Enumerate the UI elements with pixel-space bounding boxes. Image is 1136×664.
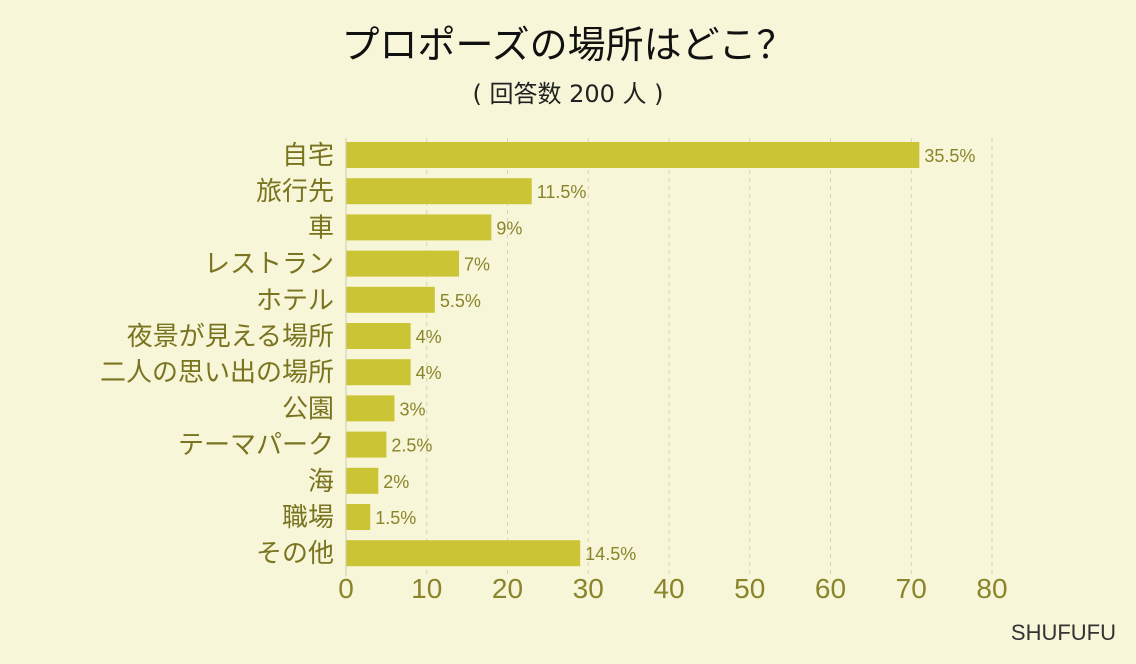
category-label: レストラン	[204, 250, 334, 280]
category-label: 職場	[282, 503, 334, 533]
category-label: 車	[308, 213, 334, 243]
category-label: その他	[256, 539, 334, 569]
x-tick-label: 30	[573, 573, 604, 604]
bar	[346, 250, 460, 277]
x-tick-label: 50	[734, 573, 765, 604]
bar	[346, 178, 532, 205]
chart-title: プロポーズの場所はどこ？	[341, 23, 795, 67]
x-tick-label: 70	[896, 573, 927, 604]
category-label: 自宅	[282, 141, 334, 171]
data-label: 1.5%	[375, 508, 416, 528]
category-label: 夜景が見える場所	[127, 322, 334, 352]
bar	[346, 359, 411, 386]
brand-watermark: SHUFUFU	[1010, 620, 1116, 645]
bar	[346, 467, 379, 494]
category-label: テーマパーク	[178, 431, 334, 461]
bar	[346, 323, 411, 349]
data-label: 4%	[416, 327, 442, 347]
data-label: 14.5%	[585, 544, 636, 564]
bar	[346, 431, 387, 458]
data-label: 11.5%	[537, 182, 587, 202]
x-tick-label: 40	[653, 573, 684, 604]
x-tick-label: 20	[492, 573, 523, 604]
bar	[346, 395, 395, 422]
data-label: 4%	[416, 363, 442, 383]
data-label: 2%	[383, 472, 409, 492]
x-tick-label: 0	[338, 573, 354, 604]
data-label: 35.5%	[924, 146, 975, 166]
data-label: 2.5%	[391, 436, 432, 456]
category-label: 公園	[282, 394, 334, 424]
bar	[346, 142, 920, 168]
category-label: 海	[308, 467, 334, 497]
category-label: ホテル	[256, 286, 334, 316]
data-label: 3%	[399, 399, 425, 419]
category-label: 二人の思い出の場所	[100, 358, 334, 388]
data-label: 5.5%	[440, 291, 481, 311]
data-label: 7%	[464, 255, 490, 275]
chart-subtitle: ( 回答数 200 人 )	[472, 80, 664, 108]
category-label: 旅行先	[256, 177, 334, 207]
bar	[346, 286, 435, 313]
bar	[346, 504, 371, 530]
bar	[346, 214, 492, 241]
x-tick-label: 80	[976, 573, 1007, 604]
x-tick-label: 10	[411, 573, 442, 604]
bar	[346, 540, 581, 567]
data-label: 9%	[496, 218, 522, 238]
x-tick-label: 60	[815, 573, 846, 604]
